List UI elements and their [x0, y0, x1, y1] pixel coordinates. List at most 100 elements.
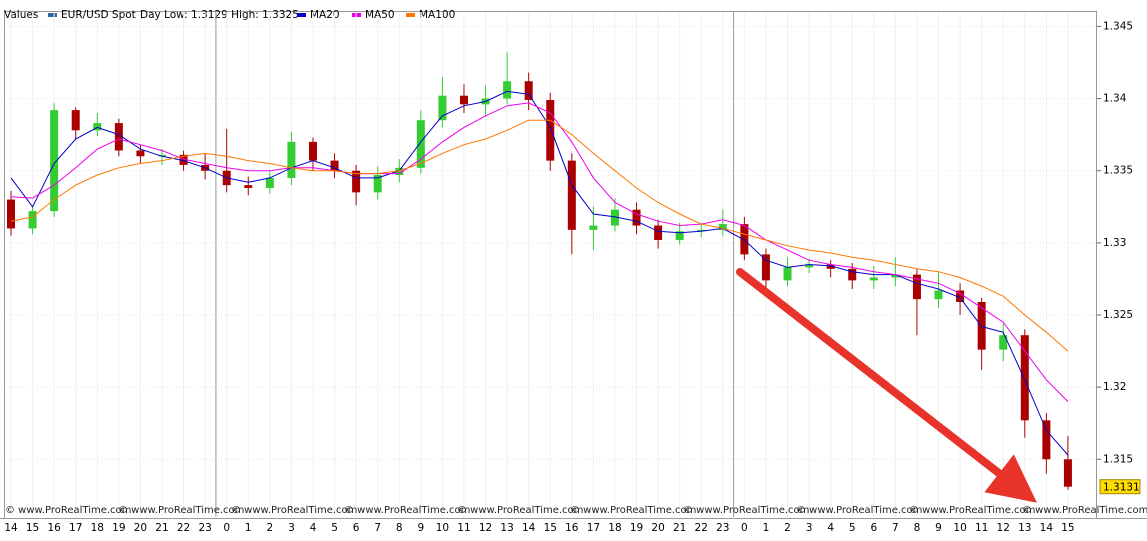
candle-body — [244, 185, 253, 189]
candle-body — [438, 95, 447, 121]
x-tick-label: 23 — [716, 522, 729, 534]
y-tick-label: 1.32 — [1103, 381, 1126, 393]
grid — [5, 12, 1097, 517]
x-tick-label: 5 — [849, 522, 856, 534]
x-tick-label: 16 — [565, 522, 579, 534]
watermark: © www.ProRealTime.com — [909, 505, 1035, 516]
y-tick-label: 1.335 — [1103, 165, 1133, 177]
x-tick-label: 20 — [651, 522, 664, 534]
candle-body — [114, 123, 123, 151]
legend-label: MA100 — [419, 9, 455, 21]
watermark: © www.ProRealTime.com — [5, 505, 131, 516]
candle-body — [1020, 335, 1029, 421]
candle-body — [718, 224, 727, 230]
x-tick-label: 10 — [953, 522, 966, 534]
x-tick-label: 22 — [695, 522, 708, 534]
legend-label: MA20 — [310, 9, 340, 21]
ma-line — [10, 119, 1069, 352]
x-tick-label: 9 — [935, 522, 942, 534]
x-tick-label: 19 — [630, 522, 643, 534]
chart-title: Values — [4, 9, 38, 21]
x-tick-label: 3 — [288, 522, 295, 534]
x-tick-label: 17 — [587, 522, 600, 534]
y-tick-label: 1.34 — [1103, 93, 1127, 105]
x-tick-label: 21 — [155, 522, 168, 534]
candle-body — [352, 170, 361, 193]
x-tick-label: 15 — [26, 522, 39, 534]
candle-body — [589, 225, 598, 230]
x-tick-label: 9 — [417, 522, 424, 534]
x-tick-label: 7 — [892, 522, 899, 534]
trend-arrow — [736, 268, 1037, 503]
candle-body — [848, 268, 857, 281]
candle-body — [610, 209, 619, 226]
candle-body — [71, 110, 80, 131]
x-tick-label: 2 — [266, 522, 273, 534]
candle-body — [265, 177, 274, 189]
y-tick-label: 1.325 — [1103, 309, 1133, 321]
candle-body — [826, 264, 835, 269]
x-tick-label: 8 — [914, 522, 921, 534]
candle-body — [783, 267, 792, 281]
watermark: © www.ProRealTime.com — [457, 505, 583, 516]
x-tick-label: 1 — [763, 522, 770, 534]
candle-body — [761, 254, 770, 281]
candle-body — [805, 264, 814, 268]
x-tick-label: 14 — [522, 522, 536, 534]
candle-body — [675, 231, 684, 240]
x-tick-label: 8 — [396, 522, 403, 534]
x-tick-label: 18 — [608, 522, 621, 534]
plot — [7, 52, 1072, 490]
x-tick-label: 21 — [673, 522, 686, 534]
x-tick-label: 14 — [1040, 522, 1054, 534]
legend-swatch — [297, 13, 306, 17]
x-tick-label: 5 — [331, 522, 338, 534]
x-tick-label: 2 — [784, 522, 791, 534]
x-tick-label: 17 — [69, 522, 82, 534]
x-tick-label: 22 — [177, 522, 190, 534]
candle-body — [1042, 420, 1051, 460]
candle-body — [1063, 459, 1072, 487]
candle-body — [373, 175, 382, 193]
x-tick-label: 16 — [47, 522, 61, 534]
x-tick-label: 3 — [806, 522, 813, 534]
x-tick-label: 11 — [457, 522, 470, 534]
candle-body — [654, 225, 663, 240]
x-tick-label: 0 — [741, 522, 748, 534]
x-tick-label: 4 — [827, 522, 834, 534]
x-tick-label: 20 — [134, 522, 147, 534]
candle-body — [287, 141, 296, 178]
candle-body — [999, 335, 1008, 350]
watermark: © www.ProRealTime.com — [1022, 505, 1147, 516]
candle-body — [524, 81, 533, 101]
legend-label: EUR/USD Spot — [61, 9, 136, 21]
x-tick-label: 6 — [353, 522, 360, 534]
x-tick-label: 0 — [223, 522, 230, 534]
watermark: © www.ProRealTime.com — [796, 505, 922, 516]
candle-body — [891, 274, 900, 278]
watermark: © www.ProRealTime.com — [231, 505, 357, 516]
watermark: © www.ProRealTime.com — [118, 505, 244, 516]
candle-body — [546, 100, 555, 161]
candle-body — [740, 224, 749, 255]
x-tick-label: 18 — [91, 522, 104, 534]
last-price-box — [1099, 479, 1141, 495]
candle-body — [956, 290, 965, 303]
candle-body — [157, 154, 166, 157]
x-tick-label: 13 — [500, 522, 513, 534]
y-tick-label: 1.345 — [1103, 20, 1133, 32]
ma-line — [10, 102, 1069, 402]
last-price-label: 1.3131 — [1103, 482, 1140, 494]
candle-body — [869, 277, 878, 281]
candle-body — [330, 160, 339, 171]
watermark: © www.ProRealTime.com — [344, 505, 470, 516]
candle-body — [93, 123, 102, 131]
candle-body — [7, 199, 15, 229]
x-tick-label: 6 — [870, 522, 877, 534]
candle-body — [632, 209, 641, 226]
candle-body — [503, 81, 512, 99]
candle-body — [912, 274, 921, 300]
